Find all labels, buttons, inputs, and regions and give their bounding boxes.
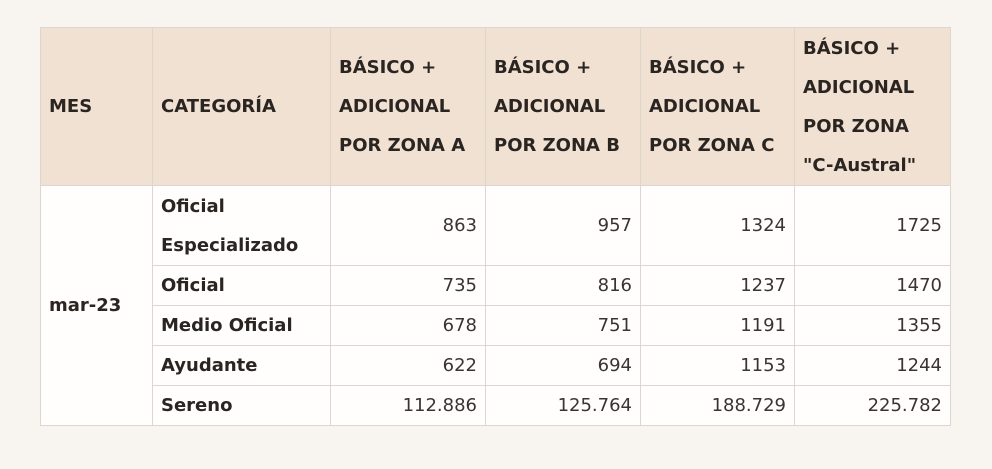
- value-cell: 622: [330, 345, 486, 386]
- category-cell: Sereno: [152, 385, 331, 426]
- value-cell: 188.729: [640, 385, 795, 426]
- salary-table: MES CATEGORÍA BÁSICO + ADICIONAL POR ZON…: [40, 27, 951, 426]
- header-zona-a: BÁSICO + ADICIONAL POR ZONA A: [330, 27, 486, 186]
- value-cell: 1324: [640, 185, 795, 266]
- table-row: mar-23 Oficial Especializado 863 957 132…: [40, 185, 951, 426]
- table-header-row: MES CATEGORÍA BÁSICO + ADICIONAL POR ZON…: [40, 27, 951, 186]
- value-cell: 1355: [794, 305, 951, 346]
- value-cell: 735: [330, 265, 486, 306]
- value-cell: 957: [485, 185, 641, 266]
- value-cell: 1725: [794, 185, 951, 266]
- value-cell: 112.886: [330, 385, 486, 426]
- value-cell: 125.764: [485, 385, 641, 426]
- value-cell: 863: [330, 185, 486, 266]
- header-categoria: CATEGORÍA: [152, 27, 331, 186]
- category-cell: Medio Oficial: [152, 305, 331, 346]
- value-cell: 225.782: [794, 385, 951, 426]
- table-row: Ayudante 622 694 1153 1244: [41, 345, 951, 386]
- value-cell: 1191: [640, 305, 795, 346]
- table-row: Sereno 112.886 125.764 188.729 225.782: [41, 385, 951, 426]
- header-zona-c-austral: BÁSICO + ADICIONAL POR ZONA "C-Austral": [794, 27, 951, 186]
- value-cell: 694: [485, 345, 641, 386]
- value-cell: 816: [485, 265, 641, 306]
- salary-table-container: MES CATEGORÍA BÁSICO + ADICIONAL POR ZON…: [40, 27, 951, 426]
- value-cell: 678: [330, 305, 486, 346]
- value-cell: 1244: [794, 345, 951, 386]
- header-zona-b: BÁSICO + ADICIONAL POR ZONA B: [485, 27, 641, 186]
- header-mes: MES: [40, 27, 153, 186]
- table-row: Medio Oficial 678 751 1191 1355: [41, 305, 951, 346]
- header-zona-c: BÁSICO + ADICIONAL POR ZONA C: [640, 27, 795, 186]
- category-cell: Ayudante: [152, 345, 331, 386]
- value-cell: 751: [485, 305, 641, 346]
- value-cell: 1470: [794, 265, 951, 306]
- value-cell: 1237: [640, 265, 795, 306]
- table-row: Oficial 735 816 1237 1470: [41, 265, 951, 306]
- category-cell: Oficial Especializado: [152, 185, 331, 266]
- category-cell: Oficial: [152, 265, 331, 306]
- value-cell: 1153: [640, 345, 795, 386]
- month-cell: mar-23: [40, 185, 153, 426]
